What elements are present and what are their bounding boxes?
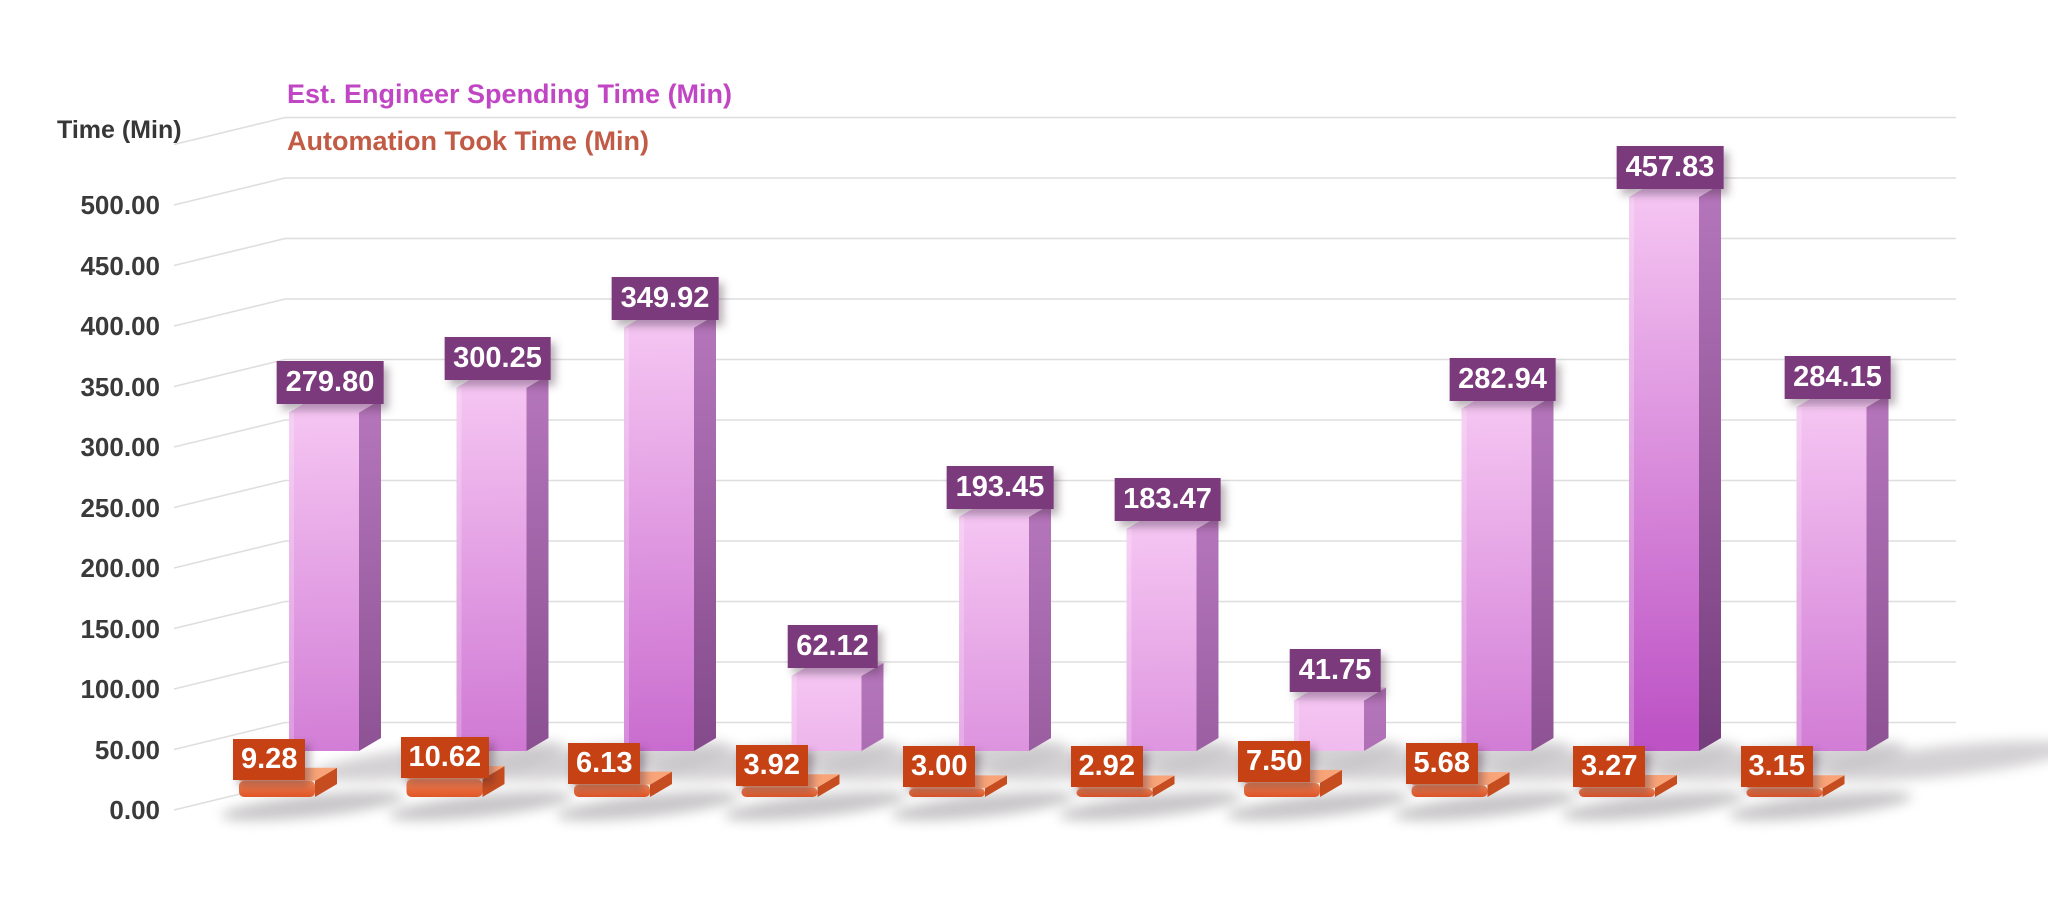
slab-value-label: 3.00 xyxy=(903,746,976,788)
y-tick-label: 500.00 xyxy=(80,190,160,220)
y-axis-title: Time (Min) xyxy=(57,116,182,144)
bar-column-purple xyxy=(624,314,716,751)
gridline-diagonal xyxy=(173,721,286,751)
bar-column-purple xyxy=(1294,687,1386,751)
bar-value-label: 457.83 xyxy=(1616,146,1724,190)
slab-value-label: 5.68 xyxy=(1405,743,1478,785)
bar-column-purple xyxy=(959,503,1051,751)
slab-value-label: 9.28 xyxy=(233,738,306,780)
y-tick-label: 400.00 xyxy=(80,311,160,341)
y-tick-label: 150.00 xyxy=(80,613,160,644)
slab-shadow xyxy=(1561,791,1745,821)
gridline-diagonal xyxy=(173,600,286,630)
y-tick-label: 200.00 xyxy=(80,553,160,583)
slab-shadow xyxy=(891,791,1075,821)
gridline-diagonal xyxy=(173,358,286,388)
slab-value-label: 3.15 xyxy=(1740,746,1813,788)
bar-value-label: 282.94 xyxy=(1449,357,1556,401)
slab-shadow xyxy=(1393,791,1578,821)
slab-value-label: 3.27 xyxy=(1573,746,1646,788)
slab-value-label: 6.13 xyxy=(568,742,641,784)
engineer-time-bars xyxy=(289,184,1889,751)
legend-item-engineer-time: Est. Engineer Spending Time (Min) xyxy=(287,79,733,109)
gridline-diagonal xyxy=(173,237,286,267)
y-tick-label: 300.00 xyxy=(80,432,160,462)
slab-value-label: 2.92 xyxy=(1070,746,1143,788)
bar-value-label: 193.45 xyxy=(946,465,1054,509)
bar-column-purple xyxy=(289,399,381,751)
bar-shadow xyxy=(1819,740,2048,782)
gridline-diagonal xyxy=(173,419,286,448)
y-tick-label: 350.00 xyxy=(80,371,160,402)
slab-shadow xyxy=(221,791,405,821)
gridline-diagonal xyxy=(173,661,286,690)
gridline-diagonal xyxy=(173,479,286,509)
y-tick-label: 250.00 xyxy=(80,492,160,523)
y-tick-label: 450.00 xyxy=(80,250,160,281)
bar-column-purple xyxy=(1629,184,1721,751)
bar-column-purple xyxy=(791,662,884,751)
bar-column-purple xyxy=(456,374,549,751)
gridline-diagonal xyxy=(173,540,286,569)
slab-value-label: 10.62 xyxy=(400,737,490,779)
gridline-diagonal xyxy=(173,116,286,146)
slab-shadow xyxy=(1728,791,1913,821)
bar-value-label: 279.80 xyxy=(276,361,384,405)
y-tick-label: 100.00 xyxy=(80,674,160,704)
slab-shadow xyxy=(723,791,908,821)
bar-value-label: 300.25 xyxy=(444,336,551,380)
gridline-diagonal xyxy=(173,298,286,327)
y-tick-label: 50.00 xyxy=(94,734,160,765)
bar-value-label: 349.92 xyxy=(611,276,719,320)
y-tick-label: 0.00 xyxy=(109,795,160,825)
slab-shadow xyxy=(1226,791,1410,821)
bar-column-purple xyxy=(1796,394,1889,751)
slab-shadow xyxy=(1058,791,1243,821)
slab-shadow xyxy=(556,791,740,821)
bar-value-label: 284.15 xyxy=(1784,356,1891,400)
slab-value-label: 3.92 xyxy=(735,745,808,787)
slab-shadow xyxy=(388,791,573,821)
bar-value-label: 62.12 xyxy=(787,624,878,668)
legend: Est. Engineer Spending Time (Min) Automa… xyxy=(287,71,732,165)
bar-column-purple xyxy=(1126,516,1219,751)
legend-item-automation-time: Automation Took Time (Min) xyxy=(287,126,649,156)
bar-value-label: 183.47 xyxy=(1114,478,1221,521)
bar-value-label: 41.75 xyxy=(1289,649,1381,693)
bar-column-purple xyxy=(1461,395,1554,751)
slab-value-label: 7.50 xyxy=(1238,740,1311,782)
gridline-diagonal xyxy=(173,177,286,206)
